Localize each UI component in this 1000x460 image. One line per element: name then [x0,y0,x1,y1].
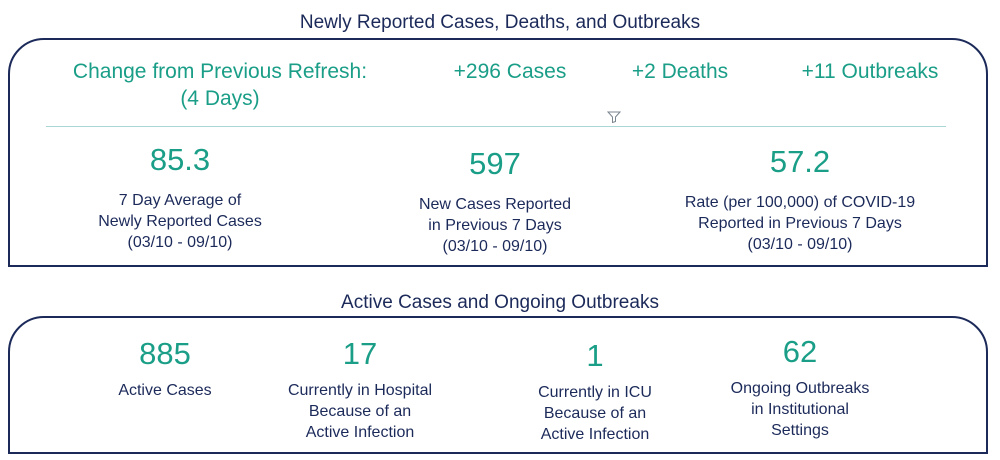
new-cases-panel [8,38,988,267]
stat-in-hospital: 17 Currently in Hospital Because of an A… [260,336,460,443]
stat-value: 62 [782,334,818,369]
stat-description: New Cases Reported in Previous 7 Days (0… [418,196,572,255]
stat-rate-per-100000: 57.2 Rate (per 100,000) of COVID-19 Repo… [650,144,950,255]
stat-new-cases-7-days: 597 New Cases Reported in Previous 7 Day… [370,146,620,257]
stat-description: Ongoing Outbreaks in Institutional Setti… [730,380,870,439]
active-cases-panel [8,316,988,454]
stat-value: 885 [139,336,191,371]
stat-description: Rate (per 100,000) of COVID-19 Reported … [684,194,916,253]
stat-value: 57.2 [769,144,831,179]
stat-7-day-average: 85.3 7 Day Average of Newly Reported Cas… [60,142,300,253]
cases-delta: +296 Cases [453,60,567,83]
stat-value: 597 [469,146,521,181]
section-title-active-cases: Active Cases and Ongoing Outbreaks [341,292,659,313]
section-title-new-cases: Newly Reported Cases, Deaths, and Outbre… [299,12,701,33]
stat-value: 17 [342,336,378,371]
filter-icon[interactable] [607,111,621,123]
deaths-delta: +2 Deaths [631,60,729,83]
stat-description: 7 Day Average of Newly Reported Cases (0… [98,192,262,251]
stat-ongoing-outbreaks: 62 Ongoing Outbreaks in Institutional Se… [700,334,900,441]
stat-description: Active Cases [118,382,212,399]
divider [46,126,946,127]
stat-active-cases: 885 Active Cases [80,336,250,401]
stat-in-icu: 1 Currently in ICU Because of an Active … [510,338,680,445]
stat-value: 1 [586,338,604,373]
stat-description: Currently in ICU Because of an Active In… [538,384,652,443]
stat-description: Currently in Hospital Because of an Acti… [287,382,433,441]
change-from-previous-refresh-label: Change from Previous Refresh: (4 Days) [72,60,368,110]
outbreaks-delta: +11 Outbreaks [801,60,939,83]
stat-value: 85.3 [149,142,211,177]
